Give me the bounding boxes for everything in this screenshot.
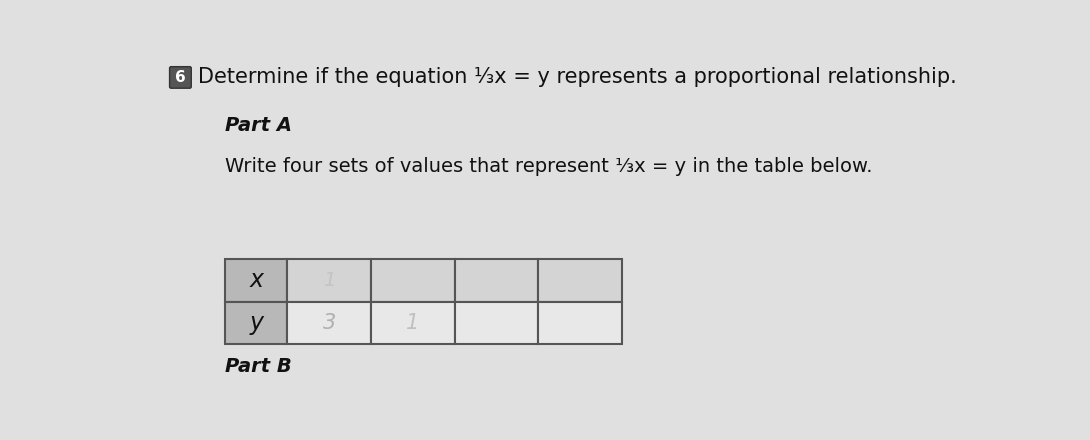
- Text: 3: 3: [323, 313, 336, 333]
- Bar: [455, 259, 538, 301]
- Text: x: x: [250, 268, 264, 292]
- Text: 6: 6: [175, 70, 185, 85]
- Text: Write four sets of values that represent ⅓x = y in the table below.: Write four sets of values that represent…: [226, 157, 873, 176]
- Bar: [288, 301, 371, 344]
- Text: Part B: Part B: [226, 357, 292, 377]
- Text: y: y: [250, 311, 264, 335]
- FancyBboxPatch shape: [170, 66, 191, 88]
- Text: Determine if the equation ⅓x = y represents a proportional relationship.: Determine if the equation ⅓x = y represe…: [198, 67, 957, 88]
- Bar: [371, 259, 455, 301]
- Bar: [371, 301, 455, 344]
- Bar: [226, 259, 288, 301]
- Text: 1: 1: [407, 313, 420, 333]
- Bar: [455, 301, 538, 344]
- Bar: [288, 259, 371, 301]
- Bar: [226, 301, 288, 344]
- Bar: [538, 259, 622, 301]
- Text: Part A: Part A: [226, 117, 292, 136]
- Bar: [538, 301, 622, 344]
- Text: 1: 1: [323, 271, 336, 290]
